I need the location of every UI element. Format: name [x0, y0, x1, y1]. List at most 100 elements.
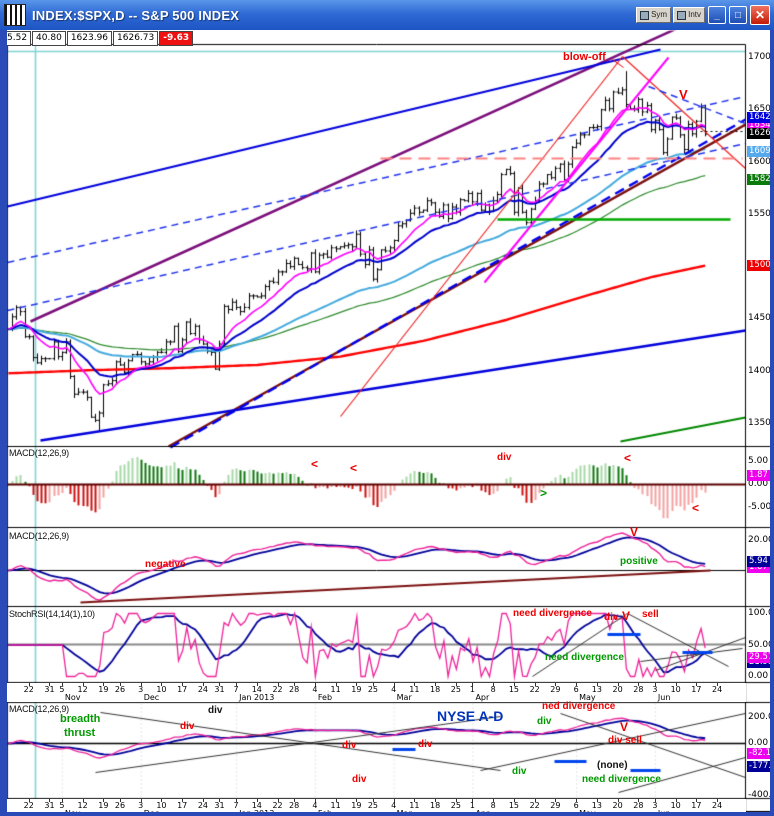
date-tick-label: 24	[712, 801, 723, 810]
date-tick-label: 18	[430, 685, 441, 694]
axis-tick-label: 1650.00	[748, 104, 774, 115]
interval-button-icon	[677, 10, 687, 20]
date-tick-mark	[277, 799, 279, 802]
quote-value-box: 1626.73	[113, 31, 159, 46]
date-tick-mark	[103, 683, 105, 686]
date-tick-label: 1	[469, 801, 475, 810]
date-tick-label: 8	[490, 801, 496, 810]
month-label: Dec	[143, 693, 160, 702]
date-tick-label: 17	[691, 685, 702, 694]
date-tick-mark	[119, 683, 121, 686]
date-tick-label: 22	[272, 685, 283, 694]
date-tick-label: 26	[114, 801, 126, 810]
date-tick-mark	[28, 683, 30, 686]
date-tick-label: 25	[367, 801, 379, 810]
date-tick-mark	[675, 799, 677, 802]
axis-tick-label: 1350.00	[748, 417, 774, 428]
month-label: Nov	[64, 693, 81, 702]
date-tick-mark	[202, 683, 204, 686]
date-tick-label: 29	[550, 801, 561, 810]
price-badge: 5.94	[747, 555, 774, 567]
date-tick-label: 7	[233, 685, 239, 694]
date-tick-mark	[617, 799, 619, 802]
date-tick-mark	[455, 683, 457, 686]
date-tick-label: 20	[612, 685, 623, 694]
date-tick-label: 26	[114, 685, 126, 694]
date-tick-label: 15	[508, 685, 520, 694]
date-tick-label: 13	[591, 685, 602, 694]
close-button[interactable]: ✕	[750, 5, 770, 25]
price-badge: 1609.22	[747, 146, 774, 158]
date-tick-mark	[675, 683, 677, 686]
price-badge: 1500.99	[747, 259, 774, 271]
date-tick-label: 17	[177, 801, 188, 810]
interval-button-label: Intv	[688, 10, 701, 19]
date-tick-mark	[534, 683, 536, 686]
price-badge: 1642.55	[747, 111, 774, 123]
minimize-button[interactable]: _	[708, 6, 726, 24]
date-tick-label: 28	[289, 801, 300, 810]
date-tick-mark	[372, 683, 374, 686]
date-tick-label: 1	[469, 685, 475, 694]
window-border-bottom	[0, 812, 774, 816]
date-tick-mark	[103, 799, 105, 802]
axis-tick-label: 1700.00	[748, 52, 774, 62]
axis-tick-label: 0.00	[748, 479, 769, 489]
axis-tick-label: 50.00	[748, 639, 774, 650]
date-tick-label: 14	[251, 801, 262, 810]
date-tick-mark	[555, 799, 557, 802]
date-tick-mark	[717, 683, 719, 686]
date-tick-label: 4	[312, 801, 318, 810]
date-tick-label: 13	[591, 801, 602, 810]
axis-tick-label: 5.00	[748, 456, 769, 466]
date-tick-label: 31	[44, 801, 55, 810]
date-tick-mark	[717, 799, 719, 802]
title-bar[interactable]: INDEX:$SPX,D -- S&P 500 INDEX Sym Intv _…	[0, 0, 774, 30]
date-tick-mark	[372, 799, 374, 802]
date-tick-mark	[140, 683, 142, 686]
month-label: Jun	[657, 693, 671, 702]
date-tick-label: 24	[712, 685, 723, 694]
date-tick-label: 22	[23, 801, 34, 810]
date-tick-mark	[414, 683, 416, 686]
date-tick-mark	[393, 799, 395, 802]
interval-button[interactable]: Intv	[673, 7, 705, 23]
date-tick-label: 31	[44, 685, 55, 694]
date-tick-mark	[534, 799, 536, 802]
maximize-button[interactable]: □	[729, 6, 747, 24]
date-tick-label: 12	[77, 801, 88, 810]
date-tick-label: 14	[251, 685, 262, 694]
date-tick-label: 11	[330, 685, 341, 694]
axis-tick-label: -5.00	[748, 502, 772, 512]
panel-study-label: MACD(12,26,9)	[9, 704, 69, 714]
date-tick-mark	[236, 683, 238, 686]
date-tick-mark	[161, 799, 163, 802]
date-tick-label: 19	[351, 685, 362, 694]
date-tick-mark	[182, 683, 184, 686]
date-tick-mark	[414, 799, 416, 802]
quote-boxes: 5.52 40.80 1623.96 1626.73 -9.63	[3, 31, 194, 46]
date-tick-mark	[277, 683, 279, 686]
symbol-button-icon	[640, 10, 650, 20]
month-label: Feb	[317, 693, 333, 702]
window-border-right	[770, 30, 774, 816]
date-tick-mark	[638, 799, 640, 802]
date-tick-mark	[576, 799, 578, 802]
quote-value-box: -9.63	[159, 31, 194, 46]
date-tick-label: 4	[312, 685, 318, 694]
date-tick-label: 22	[272, 801, 283, 810]
date-tick-label: 15	[508, 801, 520, 810]
date-axis-upper: 22 31 5 12 19 26 3 10 17 24 31 7 14 22 28 4 11 19 25 4 11 18 2…	[7, 683, 746, 702]
date-tick-label: 24	[197, 685, 208, 694]
date-tick-label: 17	[691, 801, 702, 810]
axis-tick-label: 0.00	[748, 671, 769, 681]
date-tick-mark	[638, 683, 640, 686]
close-icon: ✕	[754, 8, 766, 22]
date-tick-label: 10	[670, 801, 681, 810]
symbol-button[interactable]: Sym	[636, 7, 672, 23]
date-tick-mark	[513, 799, 515, 802]
date-tick-mark	[596, 683, 598, 686]
month-label: Mar	[396, 693, 412, 702]
date-tick-label: 22	[23, 685, 34, 694]
